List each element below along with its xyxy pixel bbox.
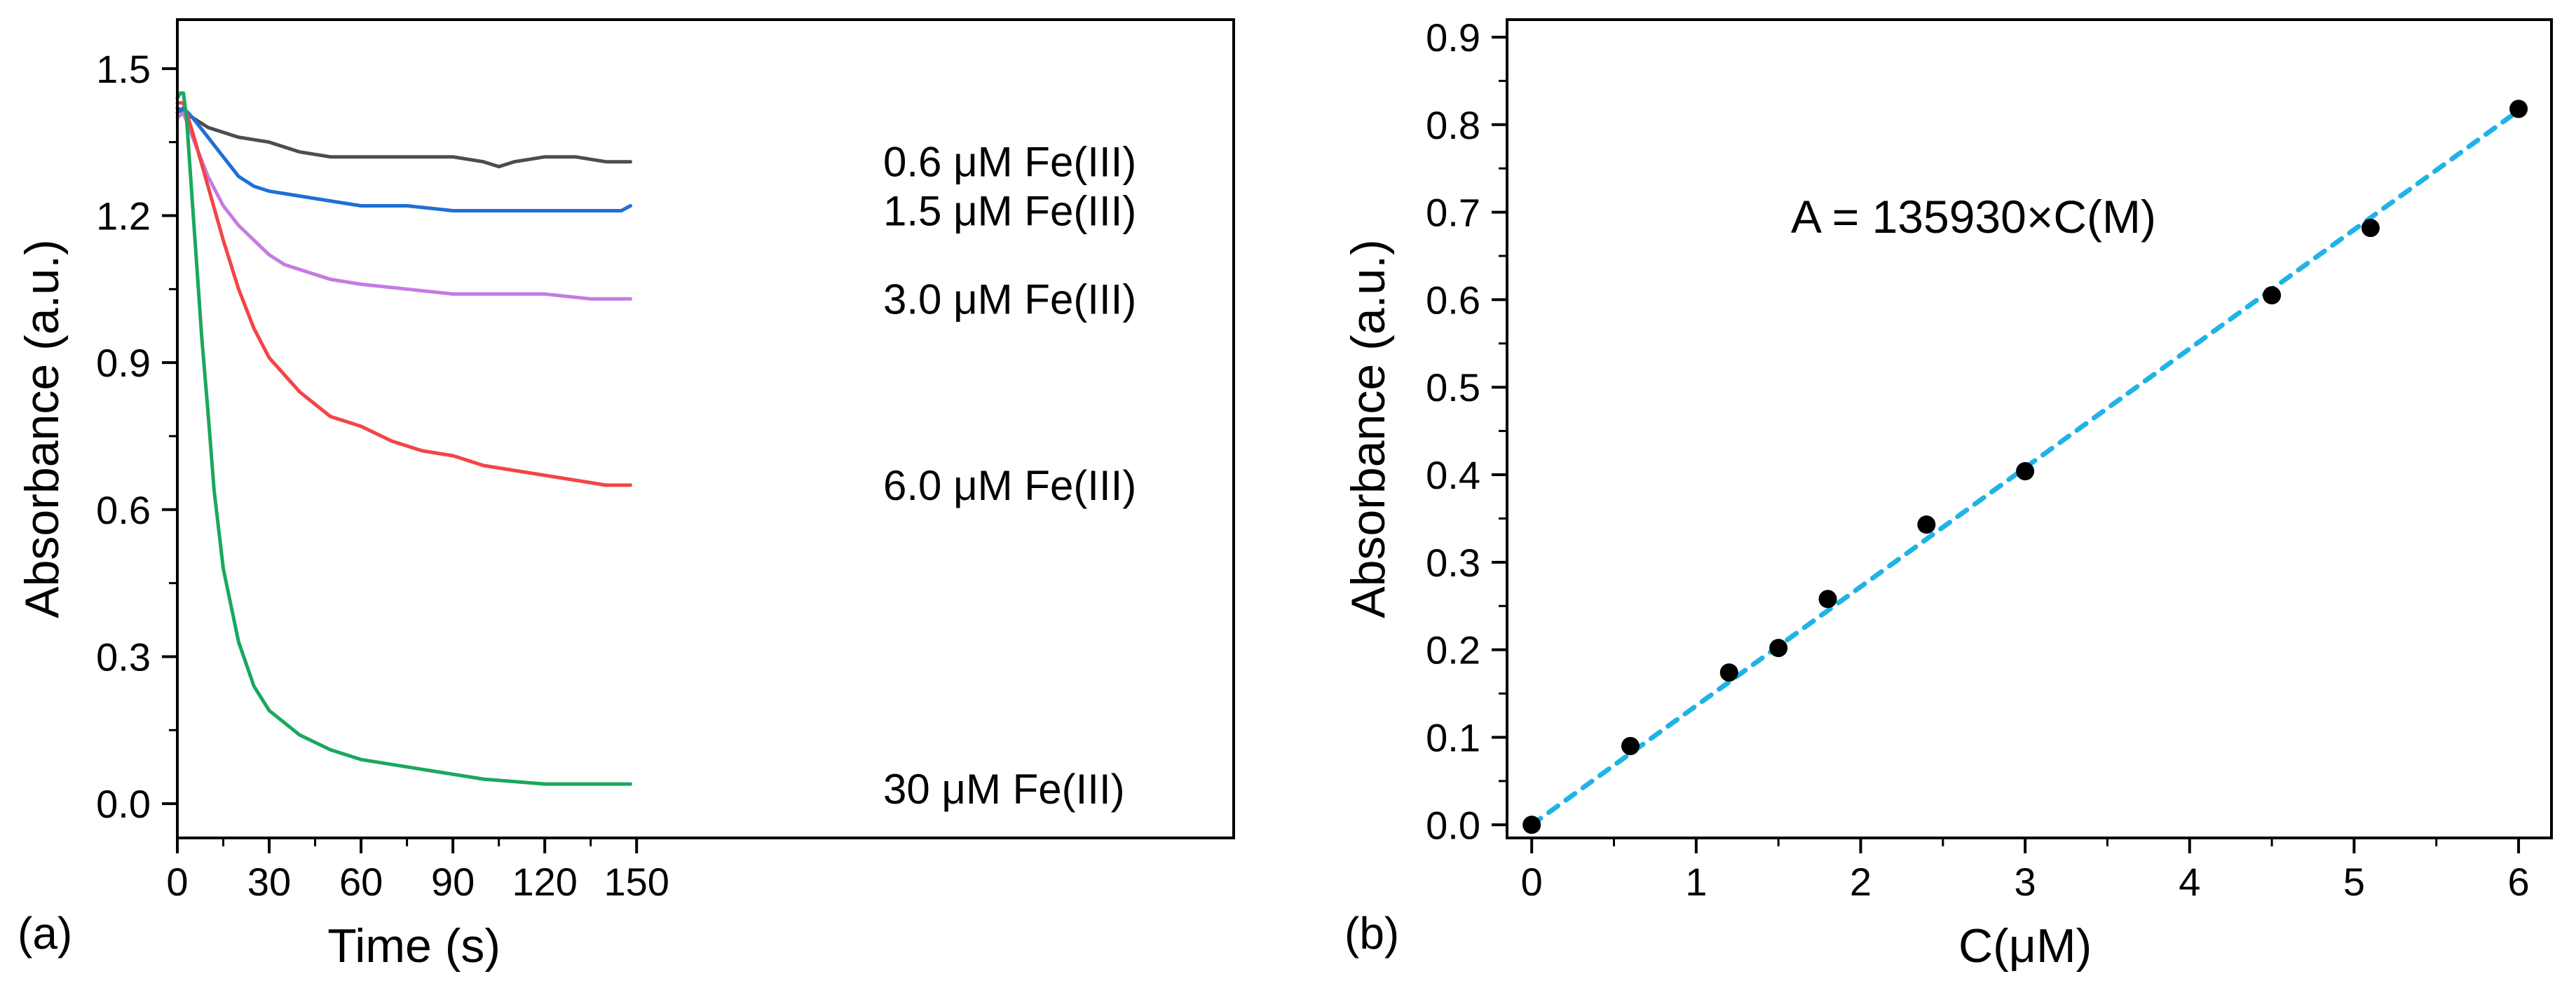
panel-a-y-tick-label: 0.9 <box>96 341 151 385</box>
panel-a-ticks: 0 30 60 90 120 150 0.0 0.3 0.6 0.9 1.2 1.5 <box>96 47 669 904</box>
panel-b-ticks: 0 1 2 3 4 5 6 0.0 0.1 0.2 0.3 0.4 0.5 0.6 0.7 0.8 0.9 <box>1426 15 2530 904</box>
panel-a-x-tick-label: 90 <box>431 860 475 904</box>
panel-b-x-tick-label: 4 <box>2179 860 2200 904</box>
series-label: 0.6 μM Fe(III) <box>883 139 1136 186</box>
panel-b-x-tick-label: 1 <box>1685 860 1707 904</box>
panel-b-x-tick-label: 2 <box>1850 860 1872 904</box>
series-label: 30 μM Fe(III) <box>883 766 1125 813</box>
data-point <box>2016 462 2035 481</box>
panel-a-x-tick-label: 150 <box>604 860 669 904</box>
panel-b-y-tick-label: 0.7 <box>1426 191 1480 235</box>
series-label: 1.5 μM Fe(III) <box>883 188 1136 235</box>
panel-b-y-tick-label: 0.6 <box>1426 278 1480 322</box>
panel-b-y-tick-label: 0.3 <box>1426 541 1480 585</box>
panel-a-series-group <box>175 91 632 786</box>
series-line <box>175 106 632 212</box>
panel-b-x-axis-title: C(μM) <box>1958 919 2092 973</box>
series-label: 6.0 μM Fe(III) <box>883 462 1136 509</box>
panel-a-chart: 0.6 μM Fe(III)1.5 μM Fe(III) 3.0 μM Fe(II… <box>15 18 1235 973</box>
series-line <box>175 101 632 487</box>
panel-a-x-tick-label: 30 <box>247 860 291 904</box>
panel-a-y-tick-label: 0.3 <box>96 635 151 679</box>
series-label: 3.0 μM Fe(III) <box>883 276 1136 323</box>
data-point <box>1818 590 1837 609</box>
panel-b-y-tick-label: 0.1 <box>1426 715 1480 759</box>
data-point <box>1621 736 1640 755</box>
panel-b-x-tick-label: 0 <box>1521 860 1543 904</box>
panel-a-y-axis-title: Absorbance (a.u.) <box>15 239 69 618</box>
panel-b-points-group <box>1522 100 2528 834</box>
panel-a-y-tick-label: 1.5 <box>96 47 151 91</box>
panel-a-series-labels: 0.6 μM Fe(III)1.5 μM Fe(III) 3.0 μM Fe(II… <box>883 139 1136 813</box>
panel-a-y-tick-label: 0.0 <box>96 782 151 826</box>
data-point <box>2361 219 2380 238</box>
panel-a-x-tick-label: 120 <box>512 860 577 904</box>
panel-a-x-axis-title: Time (s) <box>327 919 500 973</box>
panel-b-y-tick-label: 0.4 <box>1426 453 1480 497</box>
panel-b-y-tick-label: 0.2 <box>1426 628 1480 672</box>
panel-b-label: (b) <box>1344 908 1399 959</box>
panel-a-y-tick-label: 0.6 <box>96 488 151 532</box>
data-point <box>2263 286 2282 305</box>
data-point <box>1522 815 1541 834</box>
panel-b-frame <box>1506 18 2553 839</box>
panel-a-y-tick-label: 1.2 <box>96 194 151 238</box>
panel-b-chart: 0 1 2 3 4 5 6 0.0 0.1 0.2 0.3 0.4 0.5 0.6 0.7 0.8 0.9 A … <box>1342 15 2553 973</box>
data-point <box>1769 639 1788 658</box>
panel-b-x-tick-label: 3 <box>2015 860 2036 904</box>
panel-b-y-tick-label: 0.0 <box>1426 803 1480 847</box>
panel-b-x-tick-label: 5 <box>2343 860 2365 904</box>
panel-b-y-tick-label: 0.9 <box>1426 15 1480 60</box>
panel-b-x-tick-label: 6 <box>2507 860 2529 904</box>
panel-a-frame <box>176 18 1235 839</box>
panel-a-x-tick-label: 60 <box>339 860 383 904</box>
panel-b-equation: A = 135930×C(M) <box>1791 191 2156 243</box>
data-point <box>1917 515 1936 534</box>
series-line <box>175 106 632 169</box>
data-point <box>2509 100 2528 119</box>
panel-a-x-tick-label: 0 <box>166 860 188 904</box>
panel-b-y-tick-label: 0.8 <box>1426 103 1480 147</box>
panel-b-y-axis-title: Absorbance (a.u.) <box>1342 239 1395 618</box>
panel-b-y-tick-label: 0.5 <box>1426 365 1480 409</box>
data-point <box>1719 663 1738 682</box>
series-line <box>175 111 632 301</box>
panel-a-label: (a) <box>18 908 72 959</box>
series-line <box>175 91 632 786</box>
